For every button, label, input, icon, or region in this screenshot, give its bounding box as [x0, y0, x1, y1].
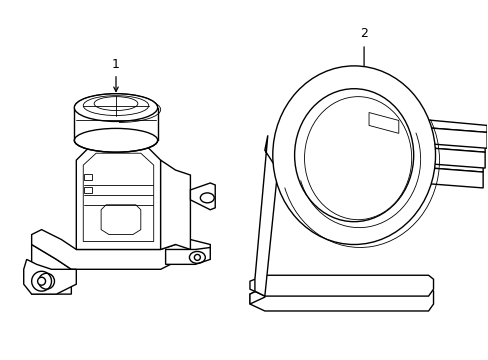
Text: 1: 1 [112, 58, 120, 71]
Polygon shape [249, 275, 433, 296]
Polygon shape [418, 167, 482, 188]
Polygon shape [368, 113, 398, 133]
Polygon shape [84, 174, 92, 180]
Polygon shape [422, 120, 486, 132]
Polygon shape [254, 135, 277, 296]
Polygon shape [32, 244, 71, 294]
Ellipse shape [194, 255, 200, 260]
Ellipse shape [272, 66, 435, 244]
Polygon shape [32, 230, 210, 269]
Ellipse shape [294, 89, 413, 222]
Polygon shape [24, 260, 76, 294]
Ellipse shape [74, 129, 157, 152]
Polygon shape [249, 287, 433, 311]
Ellipse shape [38, 277, 45, 285]
Text: 2: 2 [359, 27, 367, 40]
Polygon shape [76, 145, 161, 249]
Ellipse shape [304, 96, 411, 220]
Polygon shape [420, 139, 484, 152]
Polygon shape [418, 159, 482, 172]
Polygon shape [83, 153, 153, 242]
Ellipse shape [74, 94, 157, 121]
Polygon shape [420, 147, 484, 168]
Polygon shape [165, 247, 210, 264]
Polygon shape [422, 127, 486, 148]
Polygon shape [190, 183, 215, 210]
Polygon shape [161, 160, 190, 249]
Polygon shape [249, 287, 264, 304]
Polygon shape [84, 187, 92, 193]
Polygon shape [101, 205, 141, 235]
